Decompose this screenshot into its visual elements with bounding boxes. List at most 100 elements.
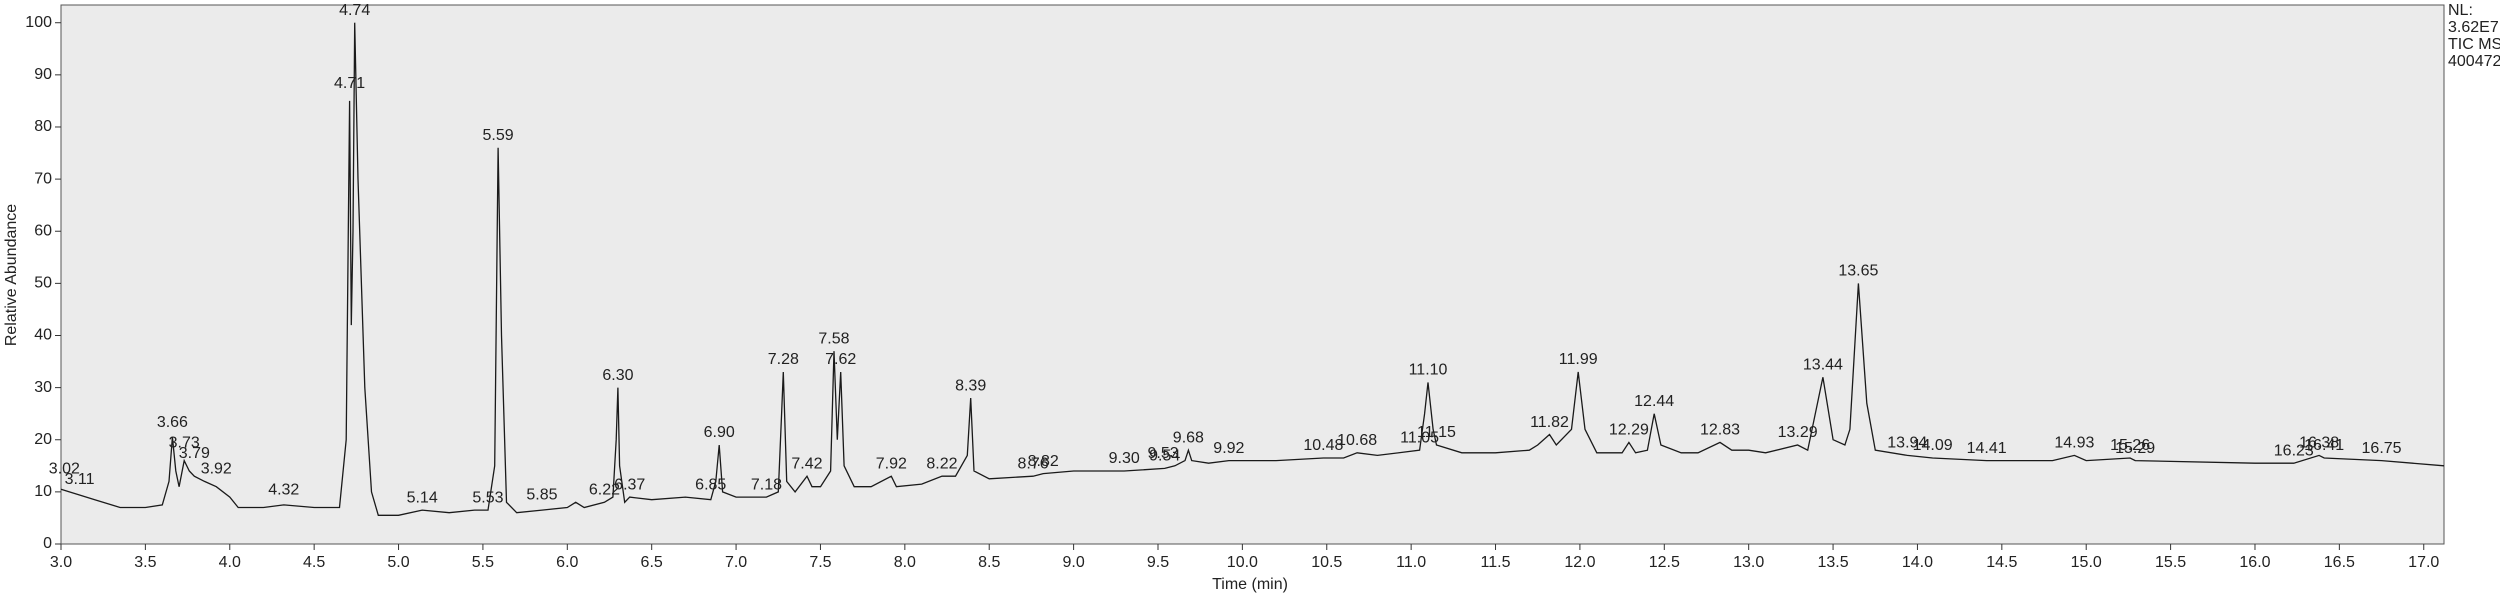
peak-label: 7.92 <box>876 455 907 472</box>
peak-label: 3.66 <box>157 414 188 431</box>
x-tick-label: 15.0 <box>2071 554 2102 571</box>
x-tick-label: 9.5 <box>1147 554 1169 571</box>
peak-label: 3.73 <box>169 435 200 452</box>
y-tick-label: 40 <box>34 327 52 344</box>
x-tick-label: 12.5 <box>1649 554 1680 571</box>
peak-label: 13.29 <box>1778 424 1818 441</box>
x-tick-label: 3.5 <box>134 554 156 571</box>
x-tick-label: 9.0 <box>1062 554 1084 571</box>
x-tick-label: 4.5 <box>303 554 325 571</box>
x-tick-label: 14.0 <box>1902 554 1933 571</box>
peak-label: 13.44 <box>1803 356 1843 373</box>
info-text: 3.62E7 <box>2448 19 2499 36</box>
peak-label: 3.92 <box>201 461 232 478</box>
trace <box>60 22 2445 516</box>
peak-label: 9.53 <box>1147 445 1178 462</box>
peak-label: 11.10 <box>1409 362 1448 379</box>
x-tick-label: 6.0 <box>556 554 578 571</box>
x-tick-label: 16.0 <box>2239 554 2270 571</box>
peak-label: 10.48 <box>1303 437 1343 454</box>
y-tick-label: 50 <box>34 275 52 292</box>
peak-label: 11.15 <box>1417 424 1456 441</box>
y-tick-label: 80 <box>34 118 52 135</box>
y-tick-label: 70 <box>34 170 52 187</box>
peak-label: 16.75 <box>2362 440 2402 457</box>
peak-label: 16.41 <box>2304 437 2344 454</box>
peak-label: 5.14 <box>407 489 438 506</box>
peak-label: 8.22 <box>926 455 957 472</box>
y-tick-label: 0 <box>43 535 52 552</box>
peak-label: 4.32 <box>268 482 299 499</box>
peak-label: 10.68 <box>1337 432 1377 449</box>
peak-label: 16.23 <box>2274 442 2314 459</box>
peak-label: 5.85 <box>526 487 557 504</box>
info-text: TIC MS <box>2448 36 2500 53</box>
peak-label: 7.58 <box>818 330 849 347</box>
peak-label: 9.68 <box>1173 429 1204 446</box>
x-tick-label: 5.0 <box>387 554 409 571</box>
peak-label: 12.44 <box>1634 393 1674 410</box>
y-tick-label: 90 <box>34 66 52 83</box>
y-axis-title: Relative Abundance <box>3 204 20 346</box>
peak-label: 3.79 <box>179 445 210 462</box>
peak-label: 6.85 <box>695 476 726 493</box>
peak-label: 7.18 <box>751 476 782 493</box>
x-tick-label: 11.5 <box>1481 554 1511 571</box>
x-tick-label: 17.0 <box>2408 554 2439 571</box>
peak-label: 14.09 <box>1913 437 1953 454</box>
y-tick-label: 10 <box>34 483 52 500</box>
peak-label: 6.30 <box>602 367 633 384</box>
peak-label: 14.93 <box>2054 435 2094 452</box>
info-text: NL: <box>2448 2 2473 19</box>
x-tick-label: 8.5 <box>978 554 1000 571</box>
plot-area <box>60 4 2445 545</box>
peak-label: 11.82 <box>1530 414 1569 431</box>
x-tick-label: 10.5 <box>1311 554 1342 571</box>
peak-label: 15.26 <box>2110 437 2150 454</box>
y-tick-label: 60 <box>34 222 52 239</box>
x-tick-label: 7.5 <box>809 554 831 571</box>
peak-label: 16.38 <box>2299 435 2339 452</box>
x-tick-label: 13.0 <box>1733 554 1764 571</box>
x-tick-label: 12.0 <box>1564 554 1595 571</box>
peak-label: 8.39 <box>955 377 986 394</box>
peak-label: 6.90 <box>704 424 735 441</box>
x-tick-label: 8.0 <box>894 554 916 571</box>
peak-label: 6.22 <box>589 482 620 499</box>
peak-label: 11.99 <box>1559 351 1598 368</box>
peak-label: 4.74 <box>339 2 370 19</box>
x-tick-label: 14.5 <box>1986 554 2017 571</box>
x-tick-label: 15.5 <box>2155 554 2186 571</box>
peak-label: 13.94 <box>1887 435 1927 452</box>
x-tick-label: 4.0 <box>219 554 241 571</box>
peak-label: 6.37 <box>614 476 645 493</box>
x-tick-label: 10.0 <box>1227 554 1258 571</box>
info-text: 400472 <box>2448 53 2500 70</box>
peak-label: 13.65 <box>1838 263 1878 280</box>
peak-label: 8.82 <box>1028 453 1059 470</box>
peak-label: 14.41 <box>1967 440 2007 457</box>
peak-label: 11.05 <box>1400 429 1439 446</box>
peak-label: 7.28 <box>768 351 799 368</box>
x-tick-label: 3.0 <box>50 554 72 571</box>
peak-label: 5.59 <box>483 127 514 144</box>
peak-label: 9.30 <box>1109 450 1140 467</box>
peak-label: 7.62 <box>825 351 856 368</box>
peak-label: 12.83 <box>1700 422 1740 439</box>
y-tick-label: 20 <box>34 431 52 448</box>
peak-label: 12.29 <box>1609 422 1649 439</box>
x-tick-label: 16.5 <box>2324 554 2355 571</box>
peak-label: 7.42 <box>791 455 822 472</box>
x-tick-label: 7.0 <box>725 554 747 571</box>
x-axis-title: Time (min) <box>1212 576 1288 593</box>
peak-label: 9.92 <box>1213 440 1244 457</box>
x-tick-label: 13.5 <box>1817 554 1848 571</box>
peak-label: 3.02 <box>49 461 80 478</box>
peak-label: 15.29 <box>2115 440 2155 457</box>
peak-label: 3.11 <box>65 471 95 488</box>
peak-label: 8.76 <box>1018 455 1049 472</box>
x-tick-label: 6.5 <box>641 554 663 571</box>
peak-label: 9.54 <box>1149 448 1180 465</box>
x-tick-label: 5.5 <box>472 554 494 571</box>
